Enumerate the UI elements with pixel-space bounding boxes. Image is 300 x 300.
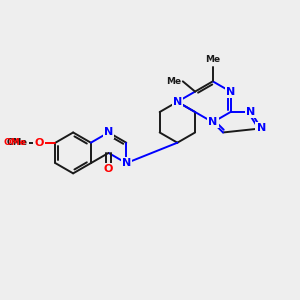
Text: Me: Me [205,55,220,64]
Text: N: N [246,107,256,117]
Text: Me: Me [166,77,181,86]
Text: OMe: OMe [3,138,26,147]
Text: O: O [104,164,113,174]
Text: OMe: OMe [7,138,28,147]
Text: N: N [122,158,131,168]
Text: O: O [34,138,44,148]
Text: N: N [226,87,235,97]
Text: N: N [256,123,266,134]
Text: N: N [173,97,182,107]
Text: N: N [208,117,218,127]
Text: N: N [104,128,113,137]
